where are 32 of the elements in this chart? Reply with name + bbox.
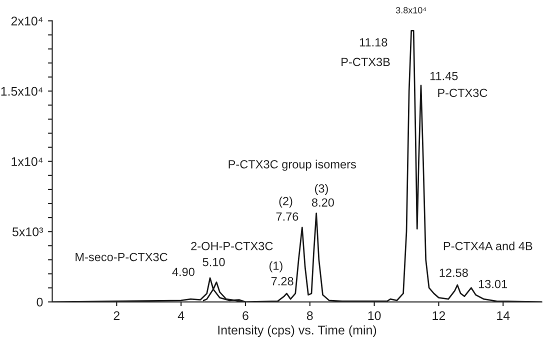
x-axis-title: Intensity (cps) vs. Time (min) [218,325,376,337]
x-tick-label: 6 [242,311,248,320]
annotation: (1) [269,261,282,272]
annotation: (2) [279,196,292,208]
x-tick-label: 8 [306,311,313,320]
annotation: 13.01 [478,280,507,288]
y-tick-label: 1.5x10⁴ [1,86,43,96]
x-tick-label: 2 [114,311,120,320]
annotation: P-CTX3B [342,58,390,66]
annotation: 7.28 [271,277,294,286]
y-tick-label: 1x10⁴ [12,157,43,166]
x-tick-label: 4 [178,311,184,320]
annotation: 2-OH-P-CTX3C [191,242,273,250]
annotation: 8.20 [312,198,334,207]
annotation: P-CTX3C group isomers [228,160,356,171]
annotation: 12.58 [440,268,468,277]
annotation: 11.18 [360,38,388,46]
annotation: P-CTX3C [438,88,488,98]
annotation: 7.76 [276,212,298,221]
y-tick-label: 5x10³ [12,227,43,236]
y-tick-label: 2x10⁴ [11,16,43,26]
annotation: M-seco-P-CTX3C [76,252,168,262]
x-tick-label: 14 [497,311,510,320]
y-tick-label: 0 [36,298,43,307]
x-tick-label: 10 [368,311,381,320]
annotation: 5.10 [202,258,225,266]
annotation: (3) [314,184,328,195]
x-tick-label: 12 [432,311,446,320]
annotation: 4.90 [172,268,194,276]
annotation: P-CTX4A and 4B [444,242,532,250]
annotation: 11.45 [430,72,458,80]
text: 3.8x10⁴ [396,7,426,14]
